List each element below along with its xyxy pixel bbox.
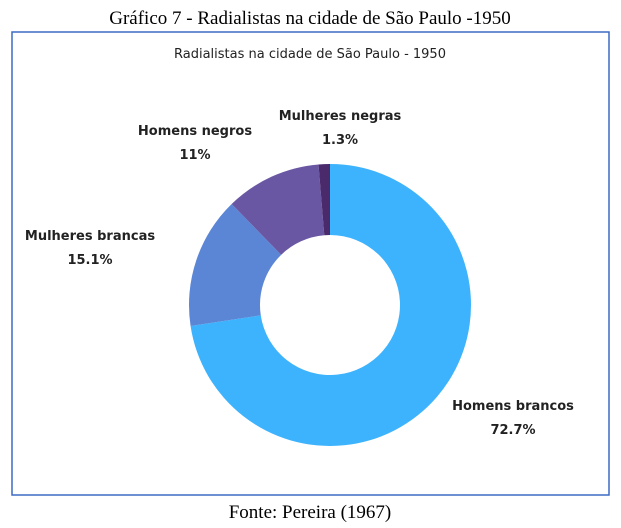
slice-name: Homens brancos: [452, 399, 574, 414]
chart-title: Radialistas na cidade de São Paulo - 195…: [174, 47, 446, 62]
slice-name: Homens negros: [138, 124, 252, 139]
slice-value-label: 72.7%: [490, 423, 535, 438]
slice-value-label: 1.3%: [322, 133, 358, 148]
slice-name: Mulheres negras: [279, 109, 402, 124]
source: Fonte: Pereira (1967): [229, 502, 392, 523]
caption: Gráfico 7 - Radialistas na cidade de São…: [109, 8, 511, 29]
slice-name: Mulheres brancas: [25, 229, 155, 244]
slice-value-label: 11%: [179, 148, 210, 163]
donut-slice: [190, 164, 471, 446]
donut-slice: [189, 203, 282, 326]
slice-value-label: 15.1%: [67, 253, 112, 268]
donut-slice: [231, 164, 325, 255]
donut-slice: [318, 164, 330, 236]
